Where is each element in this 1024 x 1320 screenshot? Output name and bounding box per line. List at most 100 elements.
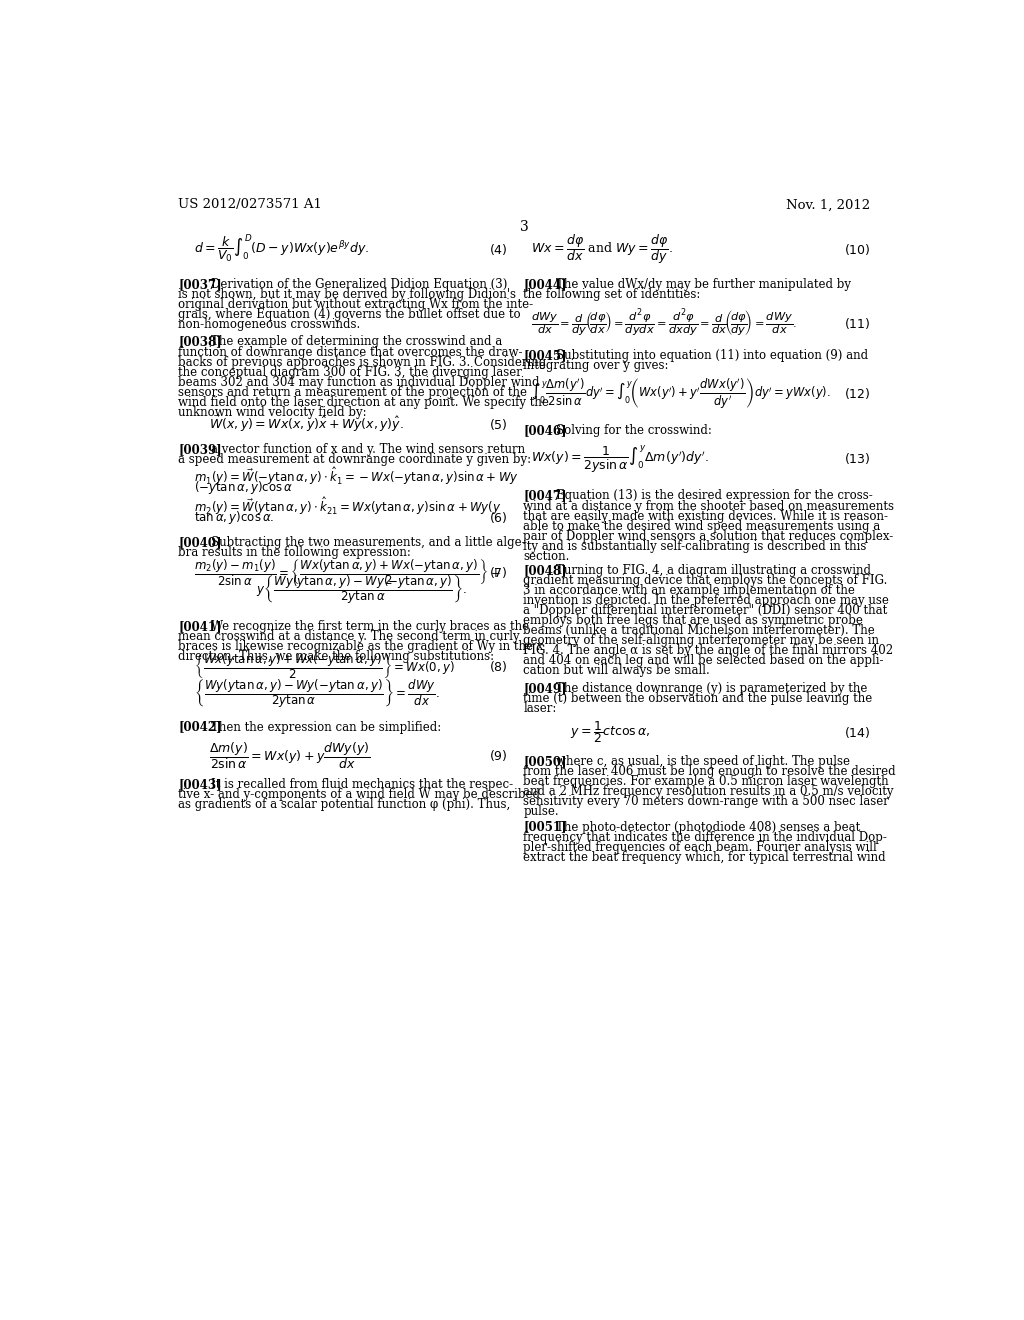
Text: the conceptual diagram 300 of FIG. 3, the diverging laser: the conceptual diagram 300 of FIG. 3, th…: [178, 366, 522, 379]
Text: [0045]: [0045]: [523, 350, 566, 363]
Text: [0051]: [0051]: [523, 821, 566, 834]
Text: [0039]: [0039]: [178, 444, 222, 457]
Text: employs both free legs that are used as symmetric probe: employs both free legs that are used as …: [523, 614, 863, 627]
Text: $y=\dfrac{1}{2}ct\cos\alpha,$: $y=\dfrac{1}{2}ct\cos\alpha,$: [569, 719, 650, 744]
Text: $\dfrac{dWy}{dx}=\dfrac{d}{dy}\!\left(\!\dfrac{d\varphi}{dx}\!\right)=\dfrac{d^2: $\dfrac{dWy}{dx}=\dfrac{d}{dy}\!\left(\!…: [531, 308, 797, 341]
Text: $(14)$: $(14)$: [844, 725, 870, 739]
Text: [0041]: [0041]: [178, 620, 222, 634]
Text: pulse.: pulse.: [523, 805, 559, 818]
Text: $Wx(y)=\dfrac{1}{2y\sin\alpha}\int_0^y \Delta m(y')dy'.$: $Wx(y)=\dfrac{1}{2y\sin\alpha}\int_0^y \…: [531, 444, 709, 474]
Text: where c, as usual, is the speed of light. The pulse: where c, as usual, is the speed of light…: [556, 755, 850, 768]
Text: beat frequencies. For example a 0.5 micron laser wavelength: beat frequencies. For example a 0.5 micr…: [523, 775, 889, 788]
Text: laser:: laser:: [523, 702, 557, 715]
Text: $\left\{\dfrac{Wy(y\tan\alpha, y)-Wy(-y\tan\alpha, y)}{2y\tan\alpha}\right\}=\df: $\left\{\dfrac{Wy(y\tan\alpha, y)-Wy(-y\…: [194, 677, 439, 710]
Text: section.: section.: [523, 549, 569, 562]
Text: [0042]: [0042]: [178, 721, 222, 734]
Text: $(9)$: $(9)$: [489, 747, 508, 763]
Text: backs of previous approaches is shown in FIG. 3. Considering: backs of previous approaches is shown in…: [178, 355, 547, 368]
Text: beams 302 and 304 may function as individual Doppler wind: beams 302 and 304 may function as indivi…: [178, 376, 540, 388]
Text: 3: 3: [520, 220, 529, 234]
Text: [0050]: [0050]: [523, 755, 566, 768]
Text: $y\left\{\dfrac{Wy(y\tan\alpha, y)-Wy(-y\tan\alpha, y)}{2y\tan\alpha}\right\}.$: $y\left\{\dfrac{Wy(y\tan\alpha, y)-Wy(-y…: [256, 573, 467, 606]
Text: sensitivity every 70 meters down-range with a 500 nsec laser: sensitivity every 70 meters down-range w…: [523, 795, 889, 808]
Text: FIG. 4. The angle α is set by the angle of the final mirrors 402: FIG. 4. The angle α is set by the angle …: [523, 644, 893, 657]
Text: gradient measuring device that employs the concepts of FIG.: gradient measuring device that employs t…: [523, 574, 888, 587]
Text: $(5)$: $(5)$: [489, 417, 508, 432]
Text: the following set of identities:: the following set of identities:: [523, 288, 700, 301]
Text: [0046]: [0046]: [523, 424, 566, 437]
Text: direction. Thus, we make the following substitutions:: direction. Thus, we make the following s…: [178, 651, 495, 664]
Text: [0043]: [0043]: [178, 779, 222, 791]
Text: $(8)$: $(8)$: [489, 659, 508, 675]
Text: $(4)$: $(4)$: [489, 242, 508, 257]
Text: time (t) between the observation and the pulse leaving the: time (t) between the observation and the…: [523, 692, 872, 705]
Text: frequency that indicates the difference in the individual Dop-: frequency that indicates the difference …: [523, 830, 887, 843]
Text: $\left\{\dfrac{Wx(y\tan\alpha, y)+Wx(-y\tan\alpha, y)}{2}\right\}=Wx(0, y)$: $\left\{\dfrac{Wx(y\tan\alpha, y)+Wx(-y\…: [194, 652, 455, 681]
Text: tive x- and y-components of a wind field W may be described: tive x- and y-components of a wind field…: [178, 788, 541, 801]
Text: pler-shifted frequencies of each beam. Fourier analysis will: pler-shifted frequencies of each beam. F…: [523, 841, 877, 854]
Text: [0049]: [0049]: [523, 682, 566, 696]
Text: Nov. 1, 2012: Nov. 1, 2012: [786, 198, 870, 211]
Text: Subtracting the two measurements, and a little alge-: Subtracting the two measurements, and a …: [211, 536, 525, 549]
Text: Solving for the crosswind:: Solving for the crosswind:: [556, 424, 712, 437]
Text: function of downrange distance that overcomes the draw-: function of downrange distance that over…: [178, 346, 523, 359]
Text: original derivation but without extracting Wx from the inte-: original derivation but without extracti…: [178, 298, 534, 310]
Text: 3 in accordance with an example implementation of the: 3 in accordance with an example implemen…: [523, 585, 855, 597]
Text: $(10)$: $(10)$: [844, 242, 870, 257]
Text: a "Doppler differential interferometer" (DDI) sensor 400 that: a "Doppler differential interferometer" …: [523, 605, 888, 618]
Text: ity and is substantially self-calibrating is described in this: ity and is substantially self-calibratin…: [523, 540, 866, 553]
Text: [0047]: [0047]: [523, 490, 566, 503]
Text: that are easily made with existing devices. While it is reason-: that are easily made with existing devic…: [523, 510, 888, 523]
Text: $\int_0^y\dfrac{\Delta m(y')}{2\sin\alpha}dy'=\int_0^y\!\left(Wx(y')+y'\dfrac{dW: $\int_0^y\dfrac{\Delta m(y')}{2\sin\alph…: [531, 376, 830, 411]
Text: wind at a distance y from the shooter based on measurements: wind at a distance y from the shooter ba…: [523, 499, 894, 512]
Text: sensors and return a measurement of the projection of the: sensors and return a measurement of the …: [178, 385, 527, 399]
Text: mean crosswind at a distance y. The second term in curly: mean crosswind at a distance y. The seco…: [178, 631, 520, 643]
Text: [0038]: [0038]: [178, 335, 222, 348]
Text: pair of Doppler wind sensors a solution that reduces complex-: pair of Doppler wind sensors a solution …: [523, 529, 894, 543]
Text: a speed measurement at downrange coordinate y given by:: a speed measurement at downrange coordin…: [178, 453, 531, 466]
Text: The value dWx/dy may be further manipulated by: The value dWx/dy may be further manipula…: [556, 277, 851, 290]
Text: $\dfrac{\Delta m(y)}{2\sin\alpha}=Wx(y)+y\dfrac{dWy(y)}{dx}$: $\dfrac{\Delta m(y)}{2\sin\alpha}=Wx(y)+…: [209, 739, 371, 771]
Text: beams (unlike a traditional Michelson interferometer). The: beams (unlike a traditional Michelson in…: [523, 624, 874, 638]
Text: $(6)$: $(6)$: [489, 511, 508, 525]
Text: braces is likewise recognizable as the gradient of Wy in the x: braces is likewise recognizable as the g…: [178, 640, 544, 653]
Text: cation but will always be small.: cation but will always be small.: [523, 664, 710, 677]
Text: It is recalled from fluid mechanics that the respec-: It is recalled from fluid mechanics that…: [211, 779, 513, 791]
Text: [0040]: [0040]: [178, 536, 222, 549]
Text: Then the expression can be simplified:: Then the expression can be simplified:: [211, 721, 441, 734]
Text: $m_2(y)=\vec{W}(y\tan\alpha, y)\cdot\hat{k}_{21}=Wx(y\tan\alpha, y)\sin\alpha+Wy: $m_2(y)=\vec{W}(y\tan\alpha, y)\cdot\hat…: [194, 495, 502, 517]
Text: $\dfrac{m_2(y)-m_1(y)}{2\sin\alpha}=\left\{\dfrac{Wx(y\tan\alpha, y)+Wx(-y\tan\a: $\dfrac{m_2(y)-m_1(y)}{2\sin\alpha}=\lef…: [194, 557, 501, 587]
Text: able to make the desired wind speed measurements using a: able to make the desired wind speed meas…: [523, 520, 881, 532]
Text: $\tan\alpha, y)\cos\alpha.$: $\tan\alpha, y)\cos\alpha.$: [194, 510, 274, 527]
Text: grals, where Equation (4) governs the bullet offset due to: grals, where Equation (4) governs the bu…: [178, 308, 521, 321]
Text: US 2012/0273571 A1: US 2012/0273571 A1: [178, 198, 323, 211]
Text: $(12)$: $(12)$: [844, 385, 870, 401]
Text: as gradients of a scalar potential function φ (phi). Thus,: as gradients of a scalar potential funct…: [178, 799, 511, 812]
Text: [0044]: [0044]: [523, 277, 566, 290]
Text: $\vec{W}(x,y)=Wx(x,y)\hat{x}+Wy(x,y)\hat{y}.$: $\vec{W}(x,y)=Wx(x,y)\hat{x}+Wy(x,y)\hat…: [209, 414, 404, 434]
Text: $(-y\tan\alpha, y)\cos\alpha$: $(-y\tan\alpha, y)\cos\alpha$: [194, 479, 293, 496]
Text: geometry of the self-aligning interferometer may be seen in: geometry of the self-aligning interferom…: [523, 635, 880, 647]
Text: and 404 on each leg and will be selected based on the appli-: and 404 on each leg and will be selected…: [523, 655, 884, 668]
Text: $(7)$: $(7)$: [489, 565, 508, 581]
Text: $Wx=\dfrac{d\varphi}{dx}$ and $Wy=\dfrac{d\varphi}{dy}.$: $Wx=\dfrac{d\varphi}{dx}$ and $Wy=\dfrac…: [531, 232, 673, 267]
Text: extract the beat frequency which, for typical terrestrial wind: extract the beat frequency which, for ty…: [523, 850, 886, 863]
Text: invention is depicted. In the preferred approach one may use: invention is depicted. In the preferred …: [523, 594, 889, 607]
Text: $d = \dfrac{k}{V_0}\int_0^D (D-y)Wx(y)e^{\beta y}dy.$: $d = \dfrac{k}{V_0}\int_0^D (D-y)Wx(y)e^…: [194, 234, 370, 265]
Text: and a 2 MHz frequency resolution results in a 0.5 m/s velocity: and a 2 MHz frequency resolution results…: [523, 785, 894, 799]
Text: Turning to FIG. 4, a diagram illustrating a crosswind: Turning to FIG. 4, a diagram illustratin…: [556, 564, 870, 577]
Text: wind field onto the laser direction at any point. We specify the: wind field onto the laser direction at a…: [178, 396, 549, 409]
Text: The photo-detector (photodiode 408) senses a beat: The photo-detector (photodiode 408) sens…: [556, 821, 860, 834]
Text: a vector function of x and y. The wind sensors return: a vector function of x and y. The wind s…: [211, 444, 525, 457]
Text: The distance downrange (y) is parameterized by the: The distance downrange (y) is parameteri…: [556, 682, 867, 696]
Text: $(11)$: $(11)$: [844, 317, 870, 331]
Text: Equation (13) is the desired expression for the cross-: Equation (13) is the desired expression …: [556, 490, 872, 503]
Text: [0037]: [0037]: [178, 277, 222, 290]
Text: from the laser 406 must be long enough to resolve the desired: from the laser 406 must be long enough t…: [523, 766, 896, 779]
Text: We recognize the first term in the curly braces as the: We recognize the first term in the curly…: [211, 620, 529, 634]
Text: $m_1(y)=\vec{W}(-y\tan\alpha, y)\cdot\hat{k}_1=-Wx(-y\tan\alpha, y)\sin\alpha+Wy: $m_1(y)=\vec{W}(-y\tan\alpha, y)\cdot\ha…: [194, 465, 518, 487]
Text: Substituting into equation (11) into equation (9) and: Substituting into equation (11) into equ…: [556, 350, 868, 363]
Text: non-homogeneous crosswinds.: non-homogeneous crosswinds.: [178, 318, 360, 331]
Text: Derivation of the Generalized Didion Equation (3): Derivation of the Generalized Didion Equ…: [211, 277, 507, 290]
Text: is not shown, but it may be derived by following Didion's: is not shown, but it may be derived by f…: [178, 288, 516, 301]
